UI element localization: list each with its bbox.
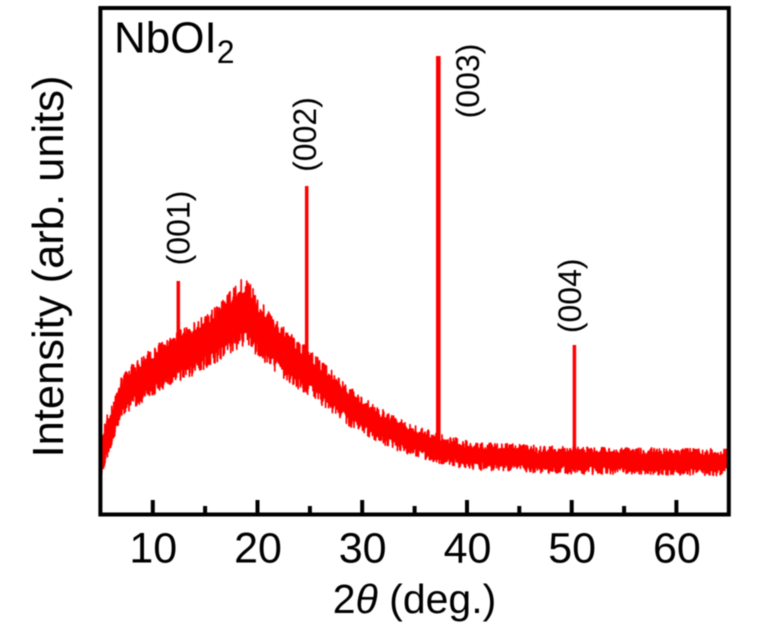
svg-text:(001): (001): [160, 191, 196, 266]
svg-text:40: 40: [444, 525, 492, 573]
svg-text:(003): (003): [450, 44, 486, 119]
svg-text:Intensity (arb. units): Intensity (arb. units): [25, 76, 73, 458]
svg-text:NbOI2: NbOI2: [114, 14, 235, 70]
svg-text:(004): (004): [552, 258, 588, 333]
svg-text:20: 20: [234, 525, 282, 573]
svg-text:10: 10: [129, 525, 177, 573]
svg-text:60: 60: [653, 525, 701, 573]
svg-text:50: 50: [548, 525, 596, 573]
svg-text:30: 30: [339, 525, 387, 573]
svg-text:(002): (002): [287, 97, 323, 172]
svg-text:2θ (deg.): 2θ (deg.): [333, 576, 497, 622]
